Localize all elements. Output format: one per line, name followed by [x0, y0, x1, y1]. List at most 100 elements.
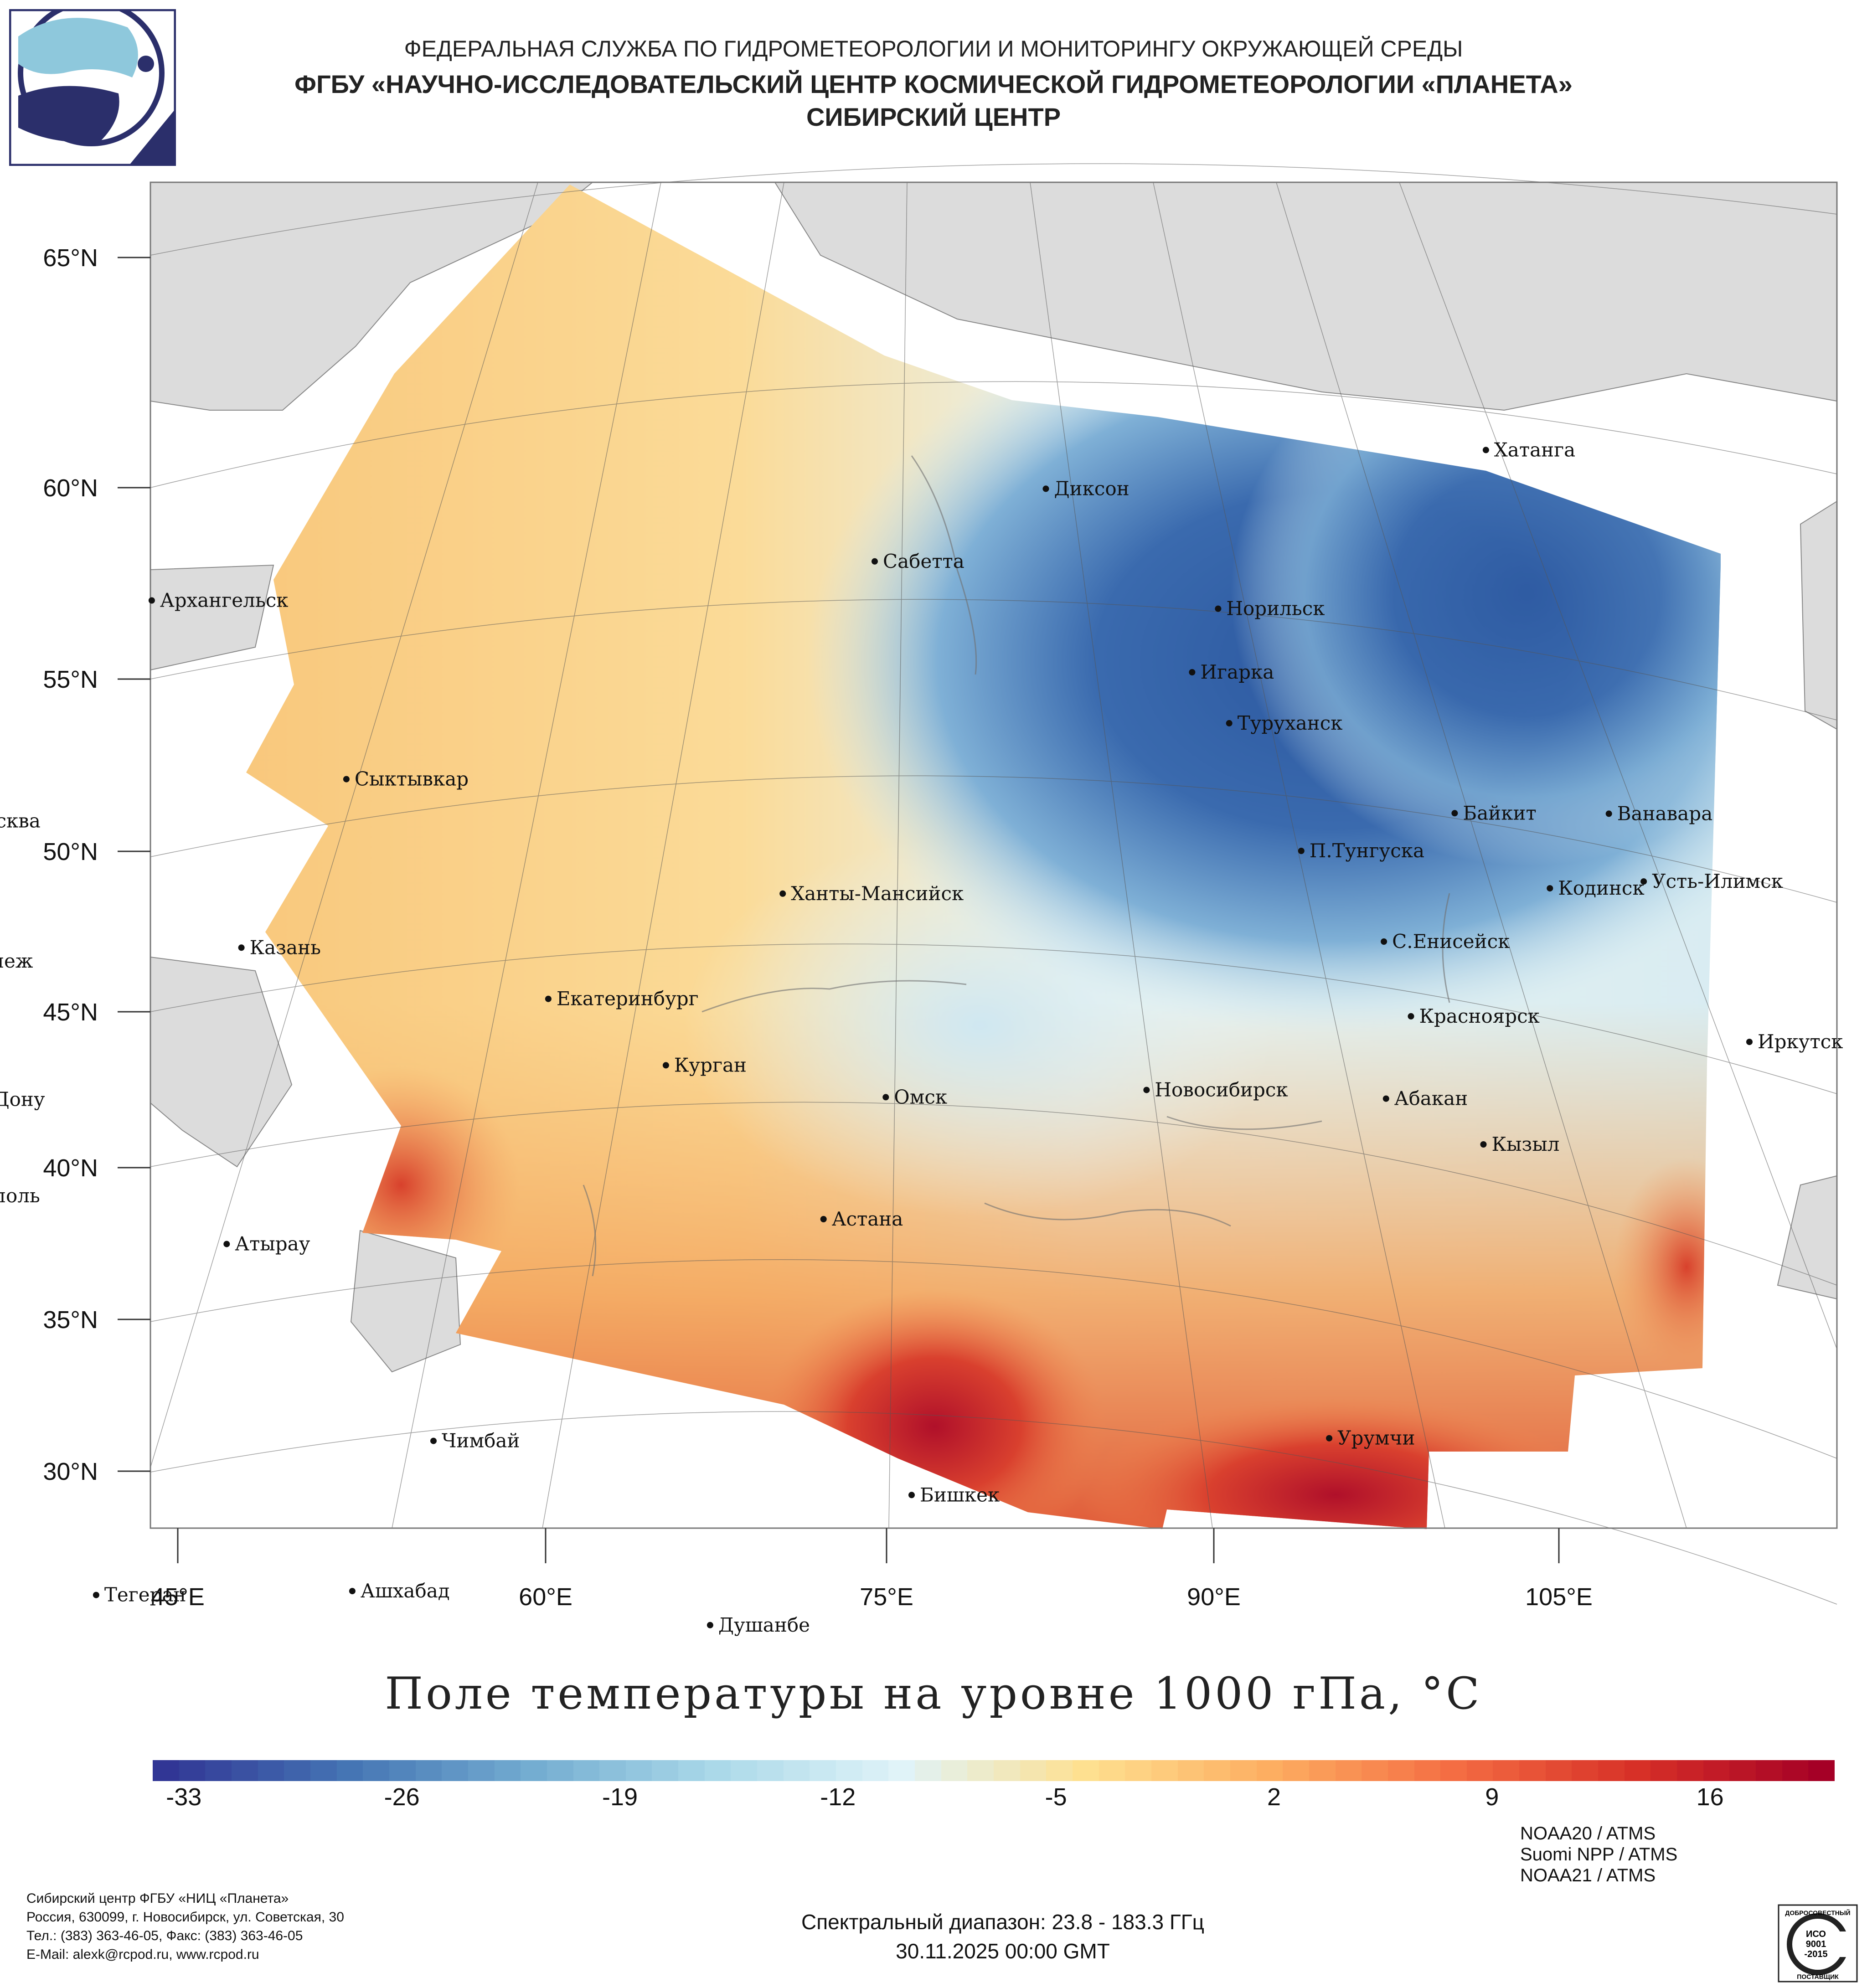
- product-info: Спектральный диапазон: 23.8 - 183.3 ГГц …: [738, 1907, 1267, 1966]
- city-label: Екатеринбург: [557, 988, 699, 1010]
- city-dot: [1326, 1435, 1333, 1442]
- colorbar-segment: [573, 1760, 600, 1781]
- temperature-map: 65°N 60°N 55°N 50°N 45°N 40°N 35°N 30°N …: [0, 163, 1843, 1636]
- contact-address: Россия, 630099, г. Новосибирск, ул. Сове…: [26, 1910, 344, 1925]
- colorbar-segment: [1151, 1760, 1178, 1781]
- city-label: Ашхабад: [361, 1580, 450, 1602]
- colorbar-tick-label: 9: [1485, 1783, 1499, 1811]
- instrument-noaa20: NOAA20 / ATMS: [1520, 1823, 1656, 1844]
- colorbar-segment: [442, 1760, 468, 1781]
- city-dot: [1547, 885, 1553, 892]
- lon-tick: [177, 1528, 1560, 1563]
- lat-label-45: 45°N: [43, 999, 98, 1026]
- svg-text:ДОБРОСОВЕСТНЫЙ: ДОБРОСОВЕСТНЫЙ: [1785, 1909, 1850, 1916]
- lat-tick: [118, 257, 150, 1472]
- lat-label-50: 50°N: [43, 838, 98, 865]
- contact-phone: Тел.: (383) 363-46-05, Факс: (383) 363-4…: [26, 1928, 303, 1943]
- colorbar-segment: [1414, 1760, 1441, 1781]
- city-label: Туруханск: [1238, 712, 1343, 734]
- plot-frame: [150, 181, 1838, 1529]
- colorbar-segment: [862, 1760, 889, 1781]
- colorbar-tick-label: -19: [602, 1783, 638, 1811]
- colorbar-segment: [1125, 1760, 1151, 1781]
- city-label: Урумчи: [1337, 1427, 1415, 1449]
- colorbar-tick-label: -26: [384, 1783, 420, 1811]
- svg-text:ИСО: ИСО: [1806, 1929, 1826, 1939]
- contact-email: E-Mail: alexk@rcpod.ru, www.rcpod.ru: [26, 1947, 259, 1962]
- colorbar-segment: [1729, 1760, 1756, 1781]
- instrument-snpp: Suomi NPP / ATMS: [1520, 1844, 1678, 1864]
- city-dot: [1226, 720, 1233, 726]
- colorbar-title: Поле температуры на уровне 1000 гПа, °С: [385, 1668, 1482, 1719]
- city-dot: [1605, 810, 1612, 817]
- colorbar-segment: [1519, 1760, 1546, 1781]
- colorbar-tick-label: 2: [1267, 1783, 1281, 1811]
- colorbar-segment: [1440, 1760, 1467, 1781]
- city-label: Усть-Илимск: [1652, 870, 1783, 892]
- lat-label-30: 30°N: [43, 1458, 98, 1485]
- colorbar-segment: [468, 1760, 495, 1781]
- city-dot: [1480, 1141, 1487, 1148]
- city-label: Астана: [832, 1208, 903, 1230]
- city-label: Игарка: [1200, 661, 1274, 683]
- colorbar-segment: [1782, 1760, 1809, 1781]
- city-dot: [1215, 605, 1222, 612]
- city-label: Воронеж: [0, 950, 33, 972]
- colorbar-segment: [1072, 1760, 1099, 1781]
- colorbar-segment: [1387, 1760, 1414, 1781]
- city-dot: [1640, 878, 1647, 885]
- city-dot: [223, 1241, 230, 1247]
- city-dot: [349, 1588, 356, 1595]
- lat-label-65: 65°N: [43, 244, 98, 272]
- city-label: Кодинск: [1558, 877, 1644, 899]
- city-label: Красноярск: [1419, 1005, 1540, 1027]
- colorbar-segment: [521, 1760, 547, 1781]
- colorbar-segment: [1703, 1760, 1730, 1781]
- city-dot: [545, 995, 552, 1002]
- colorbar-tick-label: -12: [820, 1783, 856, 1811]
- colorbar-segment: [231, 1760, 258, 1781]
- city-label: Абакан: [1394, 1087, 1468, 1110]
- colorbar-segment: [994, 1760, 1020, 1781]
- city-dot: [430, 1437, 437, 1444]
- city-label: Омск: [894, 1086, 947, 1108]
- instrument-list: NOAA20 / ATMS Suomi NPP / ATMS NOAA21 / …: [1520, 1823, 1677, 1886]
- colorbar-segment: [1493, 1760, 1520, 1781]
- city-dot: [662, 1062, 669, 1069]
- colorbar-segment: [1572, 1760, 1599, 1781]
- lat-label-35: 35°N: [43, 1306, 98, 1334]
- city-dot: [707, 1622, 713, 1628]
- colorbar-segment: [652, 1760, 679, 1781]
- city-dot: [1451, 810, 1458, 817]
- city-markers: Диксон Хатанга Сабетта Норильск Архангельск И…: [0, 438, 1843, 1636]
- colorbar-segment: [1677, 1760, 1703, 1781]
- city-label: Хатанга: [1494, 438, 1575, 461]
- lon-label-45: 45°E: [151, 1583, 205, 1611]
- colorbar-segment: [1177, 1760, 1204, 1781]
- city-dot: [872, 558, 878, 565]
- city-dot: [882, 1094, 889, 1101]
- colorbar-segment: [1230, 1760, 1257, 1781]
- city-label: Душанбе: [718, 1614, 810, 1636]
- boundaries: [583, 455, 1450, 1277]
- city-label: Ванавара: [1617, 802, 1713, 824]
- city-dot: [238, 944, 245, 951]
- city-label: Ростов-на-Дону: [0, 1088, 45, 1111]
- city-label: Тегеран: [104, 1584, 186, 1606]
- colorbar-segment: [1335, 1760, 1362, 1781]
- colorbar-segment: [1545, 1760, 1572, 1781]
- iso-9001-seal: ДОБРОСОВЕСТНЫЙ ИСО 9001 -2015 ПОСТАВЩИК: [1778, 1904, 1858, 1983]
- header-institute: ФГБУ «НАУЧНО-ИССЛЕДОВАТЕЛЬСКИЙ ЦЕНТР КОС…: [294, 70, 1573, 98]
- city-label: Чимбай: [442, 1430, 520, 1452]
- timestamp: 30.11.2025 00:00 GMT: [896, 1939, 1110, 1963]
- city-label: Байкит: [1463, 802, 1536, 824]
- colorbar-segment: [336, 1760, 363, 1781]
- city-dot: [343, 776, 350, 783]
- lat-label-60: 60°N: [43, 474, 98, 502]
- lon-label-105: 105°E: [1525, 1583, 1593, 1611]
- colorbar-tick-label: -5: [1045, 1783, 1067, 1811]
- city-label: С.Енисейск: [1392, 930, 1510, 953]
- colorbar-segment: [415, 1760, 442, 1781]
- colorbar-segment: [1204, 1760, 1230, 1781]
- colorbar-segment: [967, 1760, 994, 1781]
